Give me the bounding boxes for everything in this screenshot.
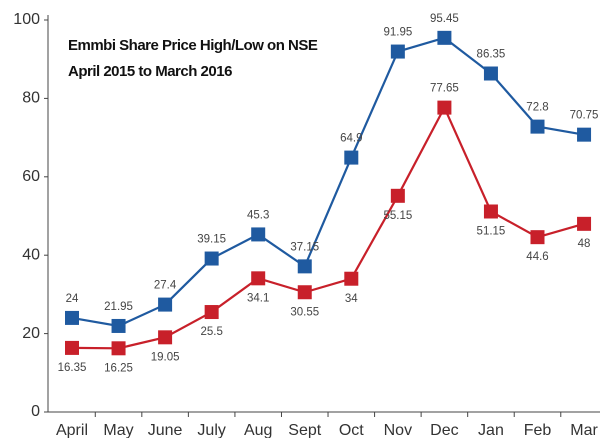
x-tick-label: Jan [478,422,504,438]
data-label: 51.15 [477,226,506,238]
marker [483,66,498,81]
data-label: 34 [345,293,358,305]
marker [204,305,219,320]
x-tick-label: Mar [570,422,598,438]
data-label: 39.15 [197,234,226,246]
series-line [71,36,585,328]
x-tick-label: Sept [288,422,321,438]
y-tick-label: 0 [31,403,40,420]
data-label: 16.35 [58,362,87,374]
chart-subtitle: April 2015 to March 2016 [68,63,232,80]
x-tick-label: Feb [524,422,552,438]
data-label: 34.1 [247,292,269,304]
data-label: 70.75 [570,110,599,122]
marker [158,330,173,345]
marker [251,271,266,286]
marker [577,216,592,231]
series-line [71,105,585,350]
y-tick-label: 60 [22,168,40,185]
data-label: 91.95 [383,27,412,39]
marker [65,340,79,355]
marker [204,251,219,266]
marker [251,227,266,242]
chart-title: Emmbi Share Price High/Low on NSE [68,37,318,54]
data-label: 72.8 [526,102,548,114]
marker [344,271,359,286]
marker [390,188,405,203]
y-tick-label: 40 [22,246,40,263]
data-label: 37.15 [290,241,319,253]
data-label: 24 [66,293,79,305]
data-label: 95.45 [430,13,459,25]
data-label: 21.95 [104,301,133,313]
marker [437,30,452,45]
marker [65,310,79,325]
x-tick-label: June [148,422,183,438]
x-tick-label: May [103,422,133,438]
data-label: 16.25 [104,362,133,374]
data-label: 86.35 [477,49,506,61]
x-tick-label: Nov [384,422,412,438]
data-label: 55.15 [383,210,412,222]
x-tick-label: July [197,422,225,438]
x-tick-label: Oct [339,422,364,438]
marker [111,318,126,333]
y-tick-label: 100 [13,11,40,28]
marker [530,230,545,245]
marker [577,127,592,142]
marker [344,150,359,165]
data-label: 64.9 [340,133,362,145]
y-tick-label: 80 [22,90,40,107]
y-tick-label: 20 [22,325,40,342]
x-tick-label: Aug [244,422,272,438]
marker [297,259,312,274]
marker [158,297,173,312]
marker [530,119,545,134]
data-label: 48 [578,238,591,250]
data-label: 44.6 [526,251,548,263]
marker [483,204,498,219]
data-label: 25.5 [200,326,222,338]
marker [111,341,126,356]
x-tick-label: Dec [430,422,458,438]
data-label: 45.3 [247,209,269,221]
data-label: 19.05 [151,351,180,363]
data-label: 77.65 [430,83,459,95]
x-tick-label: April [56,422,88,438]
marker [437,100,452,115]
marker [390,44,405,59]
marker [297,285,312,300]
data-label: 27.4 [154,280,177,292]
data-label: 30.55 [290,306,319,318]
